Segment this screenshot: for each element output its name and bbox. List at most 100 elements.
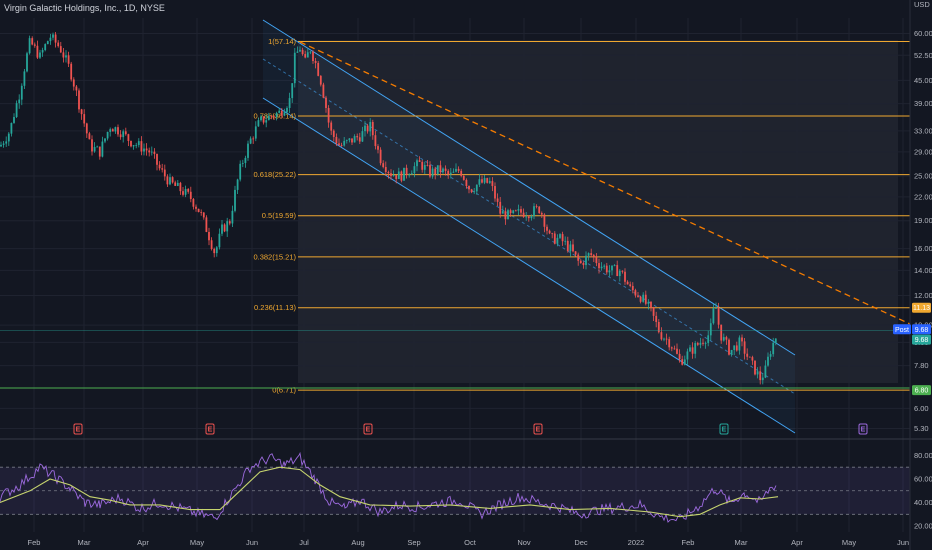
candle-body — [631, 285, 634, 291]
candle-body — [262, 116, 265, 123]
candle-body — [13, 117, 15, 123]
price-badge-label: 11.13 — [913, 305, 930, 312]
candle-body — [228, 221, 231, 224]
candle-body — [49, 37, 52, 42]
grid — [0, 18, 910, 532]
candle-body — [335, 136, 338, 144]
candle-body — [717, 308, 720, 325]
rsi-ma-line — [0, 466, 779, 518]
candle-body — [369, 121, 372, 132]
candle-body — [416, 160, 418, 167]
candle-body — [26, 53, 28, 72]
price-badges: 11.13 Post 9.68 9.68 6.80 — [893, 302, 931, 396]
candle-body — [499, 201, 502, 214]
candle-body — [234, 189, 236, 211]
candle-body — [397, 171, 400, 180]
candle-body — [686, 351, 689, 360]
candle-body — [356, 136, 359, 138]
candle-body — [769, 354, 772, 357]
candle-body — [551, 233, 554, 235]
candle-body — [382, 163, 385, 168]
chart-title: Virgin Galactic Holdings, Inc., 1D, NYSE — [4, 3, 165, 13]
candle-body — [759, 371, 762, 381]
candle-body — [473, 191, 476, 193]
candle-body — [546, 226, 548, 231]
candle-body — [33, 44, 36, 46]
candle-body — [265, 120, 268, 123]
candle-body — [101, 141, 104, 157]
candle-body — [348, 138, 351, 141]
candle-body — [608, 270, 611, 273]
earnings-marker-label: E — [861, 427, 866, 434]
candle-body — [46, 41, 49, 45]
candle-body — [163, 169, 166, 177]
candle-body — [530, 216, 533, 219]
candle-body — [267, 115, 270, 121]
candle-body — [213, 248, 216, 254]
candle-body — [439, 165, 442, 173]
candle-body — [96, 146, 99, 148]
candle-body — [72, 79, 75, 87]
candle-body — [98, 146, 101, 157]
fib-level-label: 1(57.14) — [268, 37, 296, 46]
candle-body — [475, 184, 478, 192]
candle-body — [564, 240, 567, 242]
candle-body — [405, 167, 408, 175]
candle-body — [187, 189, 190, 192]
price-axis-tick: 29.00 — [914, 147, 932, 156]
candle-body — [257, 120, 260, 127]
candle-body — [442, 168, 444, 173]
candles — [0, 32, 777, 385]
candle-body — [70, 63, 73, 80]
rsi-axis-tick: 20.00 — [914, 522, 932, 531]
price-axis-tick: 45.00 — [914, 76, 932, 85]
candle-body — [548, 230, 551, 234]
candle-body — [681, 359, 684, 365]
candle-body — [738, 337, 741, 351]
candle-body — [340, 145, 343, 146]
candle-body — [166, 176, 169, 185]
candle-body — [195, 206, 197, 209]
candle-body — [44, 44, 47, 51]
candle-body — [691, 347, 694, 354]
candle-body — [78, 90, 80, 110]
candle-body — [236, 179, 239, 190]
candle-body — [135, 144, 138, 146]
candle-body — [0, 144, 2, 147]
candle-body — [585, 255, 587, 266]
price-badge — [912, 302, 931, 313]
candle-body — [15, 103, 18, 118]
candle-body — [286, 107, 288, 113]
candle-body — [312, 51, 314, 62]
candle-body — [603, 265, 606, 267]
candle-body — [634, 290, 637, 296]
candle-body — [291, 83, 294, 99]
candle-body — [145, 148, 148, 151]
candle-body — [275, 112, 278, 118]
candle-body — [761, 377, 764, 381]
candle-body — [743, 341, 746, 354]
candle-body — [639, 296, 642, 302]
candle-body — [712, 308, 715, 324]
candle-body — [455, 168, 457, 172]
candle-body — [408, 174, 411, 176]
candle-body — [543, 214, 546, 227]
candle-body — [449, 172, 452, 175]
candle-body — [715, 308, 717, 309]
candle-body — [93, 147, 96, 152]
descending-trendline — [299, 41, 911, 325]
candle-body — [595, 257, 598, 264]
candle-body — [616, 265, 619, 277]
earnings-marker — [719, 423, 729, 435]
candle-body — [39, 52, 41, 58]
time-axis-tick: May — [190, 538, 204, 547]
candle-body — [709, 323, 712, 336]
candle-body — [707, 335, 710, 343]
candle-body — [494, 186, 496, 199]
candle-body — [270, 115, 273, 117]
candle-body — [754, 360, 756, 375]
candle-body — [520, 209, 522, 213]
time-axis-tick: Jul — [299, 538, 309, 547]
candle-body — [137, 141, 140, 145]
